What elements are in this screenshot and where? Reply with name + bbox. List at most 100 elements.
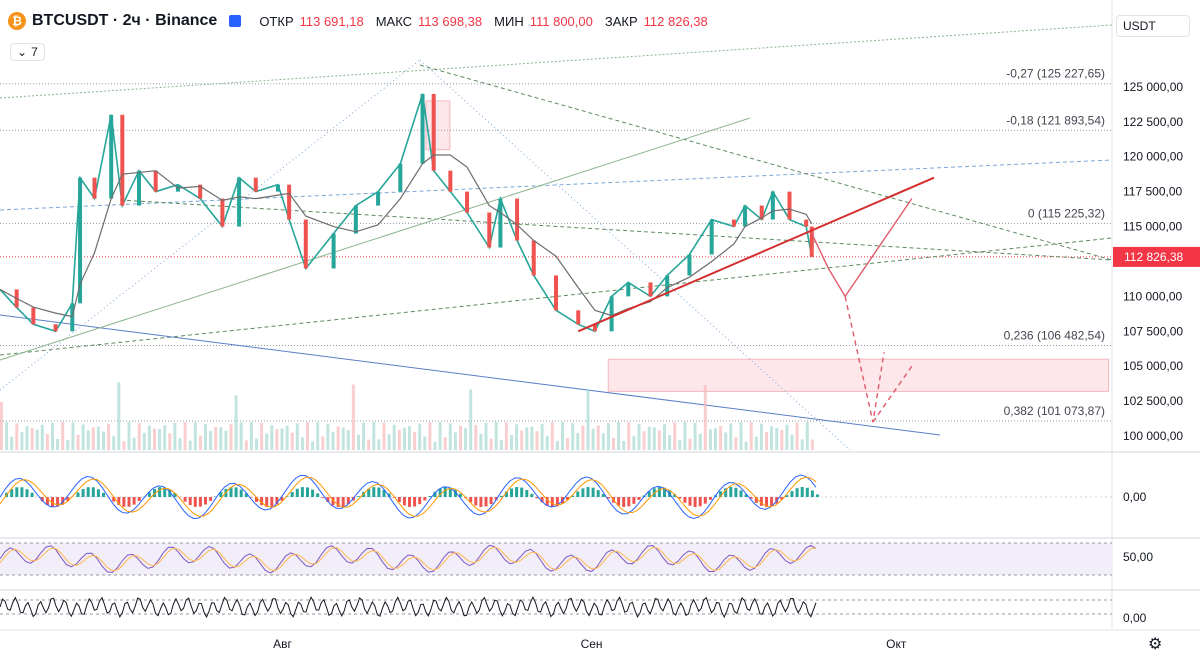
candle[interactable] (120, 114, 125, 206)
volume-bar (657, 430, 661, 450)
candle[interactable] (731, 219, 736, 227)
symbol-title[interactable]: BTCUSDT · 2ч · Binance (32, 12, 218, 29)
macd-histogram-bar (581, 488, 585, 497)
macd-histogram-bar (193, 497, 197, 507)
volume-bar (714, 428, 717, 450)
volume-bar (545, 435, 549, 450)
volume-bar (270, 425, 274, 450)
macd-histogram-bar (102, 492, 105, 497)
x-axis-tick-label: Сен (581, 637, 603, 651)
candle[interactable] (770, 191, 775, 220)
volume-bar (107, 423, 111, 450)
macd-histogram-bar (759, 497, 763, 506)
volume-bar (132, 437, 136, 450)
volume-bar (214, 426, 218, 450)
candle[interactable] (531, 240, 536, 276)
candle[interactable] (153, 170, 158, 192)
trendline-dotted-2 (419, 59, 851, 451)
candle[interactable] (515, 198, 520, 241)
candle[interactable] (137, 170, 141, 206)
gear-icon[interactable]: ⚙ (1148, 636, 1163, 653)
candle[interactable] (465, 191, 470, 213)
volume-bar (0, 402, 3, 450)
volume-bar (321, 436, 325, 450)
candle[interactable] (398, 163, 403, 192)
volume-bar (15, 423, 19, 450)
macd-histogram-bar (494, 497, 498, 501)
candle[interactable] (665, 275, 670, 297)
volume-bar (765, 431, 768, 450)
candle[interactable] (648, 282, 653, 297)
fib-level-label: 0,382 (101 073,87) (1004, 404, 1105, 418)
volume-bar (606, 423, 610, 450)
candle[interactable] (787, 191, 792, 220)
volume-bar (678, 440, 682, 450)
candle[interactable] (487, 212, 492, 248)
volume-bar (249, 422, 253, 450)
moving-average-line (0, 154, 813, 318)
volume-bar (418, 423, 422, 450)
candle[interactable] (353, 205, 358, 234)
candle[interactable] (287, 184, 292, 220)
macd-histogram-bar (433, 491, 437, 497)
candle[interactable] (276, 184, 280, 192)
volume-bar (408, 426, 411, 450)
candle[interactable] (303, 219, 308, 269)
macd-histogram-bar (112, 497, 116, 502)
candle[interactable] (53, 324, 58, 332)
volume-bar (790, 434, 794, 450)
candle[interactable] (448, 170, 453, 192)
candle[interactable] (431, 93, 436, 171)
candle[interactable] (626, 282, 631, 297)
candle[interactable] (253, 177, 258, 192)
candle[interactable] (687, 254, 692, 276)
candle[interactable] (78, 177, 83, 304)
currency-button[interactable]: USDT (1116, 15, 1190, 37)
candle[interactable] (743, 205, 748, 227)
candle[interactable] (576, 310, 581, 325)
candle[interactable] (709, 219, 714, 255)
open-value: 113 691,18 (299, 13, 364, 29)
volume-bar (520, 430, 524, 450)
candle[interactable] (109, 114, 114, 199)
candle[interactable] (609, 296, 614, 332)
macd-histogram-bar (163, 487, 167, 497)
macd-histogram-bar (244, 493, 248, 497)
candle[interactable] (592, 324, 597, 332)
candle[interactable] (92, 177, 97, 199)
volume-bar (204, 424, 207, 450)
candle[interactable] (804, 219, 809, 227)
candle[interactable] (554, 275, 558, 311)
candle[interactable] (420, 93, 425, 164)
indicators-toggle[interactable]: ⌄ 7 (10, 43, 45, 61)
macd-histogram-bar (372, 487, 376, 497)
volume-bar (30, 428, 34, 450)
candle[interactable] (198, 184, 203, 199)
macd-histogram-bar (703, 497, 707, 504)
macd-histogram-bar (377, 487, 381, 497)
macd-histogram-bar (270, 497, 274, 507)
volume-bar (703, 384, 707, 450)
candle[interactable] (31, 307, 36, 325)
candle[interactable] (376, 191, 381, 206)
candle[interactable] (759, 205, 764, 220)
macd-histogram-bar (586, 487, 590, 497)
volume-bar (326, 423, 330, 450)
volume-bar (601, 433, 605, 450)
volume-bar (581, 425, 585, 450)
indicators-count: 7 (31, 45, 38, 59)
volume-bar (306, 422, 309, 450)
candle[interactable] (70, 303, 75, 332)
candle[interactable] (237, 177, 242, 227)
candle[interactable] (220, 198, 225, 227)
volume-bar (423, 436, 427, 450)
candle[interactable] (809, 226, 814, 257)
volume-bar (688, 438, 692, 450)
candle[interactable] (331, 233, 336, 269)
candle[interactable] (498, 198, 503, 248)
volume-bar (744, 441, 748, 450)
macd-histogram-bar (591, 487, 595, 497)
macd-histogram-bar (816, 494, 819, 497)
volume-bar (234, 395, 238, 450)
